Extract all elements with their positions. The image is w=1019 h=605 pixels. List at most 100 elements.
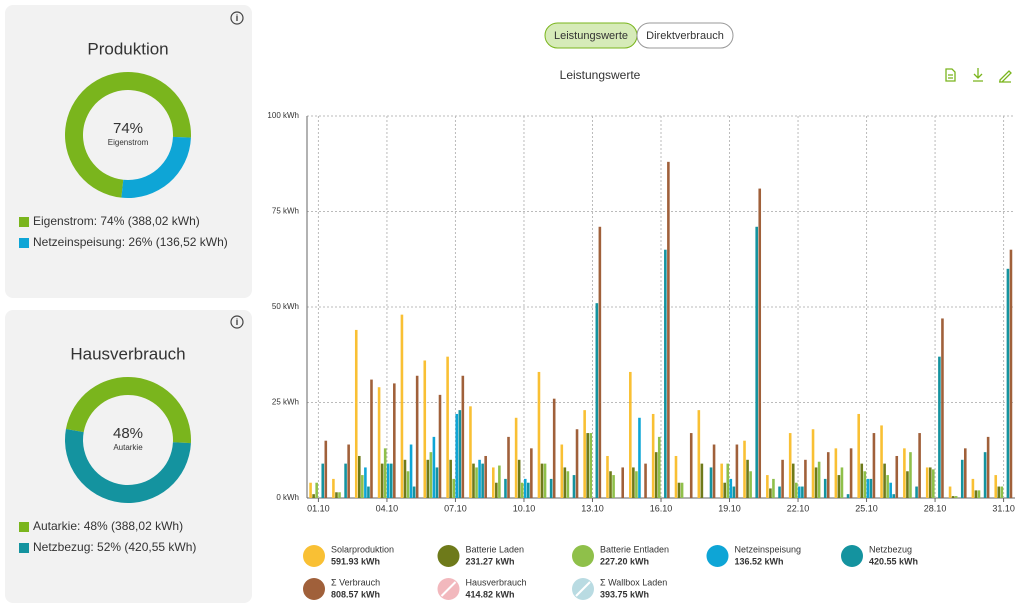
bar bbox=[406, 471, 410, 498]
bar bbox=[504, 478, 507, 498]
bar bbox=[963, 448, 967, 498]
bar bbox=[412, 486, 416, 498]
tab[interactable] bbox=[636, 22, 734, 49]
bar bbox=[857, 413, 861, 498]
tab-label[interactable]: Leistungswerte bbox=[554, 30, 628, 42]
bar bbox=[438, 394, 442, 498]
y-tick-label: 100 kWh bbox=[267, 111, 299, 120]
x-tick-label: 13.10 bbox=[581, 503, 604, 513]
bar bbox=[651, 413, 655, 498]
bar bbox=[644, 463, 647, 498]
tab-label[interactable]: Direktverbrauch bbox=[646, 30, 724, 42]
bar bbox=[986, 436, 990, 498]
bar bbox=[664, 249, 667, 498]
bar bbox=[498, 465, 501, 498]
legend-label: Autarkie: 48% (388,02 kWh) bbox=[33, 519, 183, 533]
info-icon[interactable]: i bbox=[230, 11, 244, 25]
info-icon[interactable]: i bbox=[230, 315, 244, 329]
edit-icon[interactable] bbox=[999, 70, 1012, 83]
legend-strike bbox=[440, 581, 457, 597]
center-sublabel: Eigenstrom bbox=[108, 138, 149, 147]
bar bbox=[423, 360, 427, 498]
bar bbox=[338, 492, 341, 498]
bar bbox=[697, 410, 701, 498]
bar bbox=[1009, 249, 1013, 498]
bar bbox=[720, 463, 723, 498]
bar bbox=[938, 356, 941, 498]
bar bbox=[354, 329, 358, 498]
bar bbox=[595, 303, 599, 498]
bar bbox=[400, 314, 404, 498]
bar bbox=[472, 463, 475, 498]
bar bbox=[863, 471, 867, 498]
bar bbox=[452, 478, 455, 498]
legend-swatch bbox=[572, 545, 594, 567]
bar bbox=[563, 467, 567, 498]
bar bbox=[484, 455, 487, 498]
bar bbox=[766, 475, 769, 498]
legend-item[interactable]: Netzeinspeisung 136.52 kWh bbox=[706, 544, 802, 567]
legend-item[interactable]: Batterie Laden 231.27 kWh bbox=[437, 544, 525, 567]
export-icon[interactable] bbox=[945, 68, 956, 82]
bar bbox=[700, 463, 704, 498]
bar bbox=[723, 482, 727, 498]
bar bbox=[361, 475, 364, 498]
bar bbox=[788, 433, 792, 498]
bar bbox=[583, 410, 586, 498]
legend-item[interactable]: Hausverbrauch 414.82 kWh bbox=[437, 577, 527, 600]
bar bbox=[335, 492, 338, 498]
y-tick-label: 0 kWh bbox=[276, 493, 299, 502]
legend-total: 393.75 kWh bbox=[600, 589, 649, 599]
chart-title: Leistungswerte bbox=[560, 68, 641, 82]
x-tick-label: 28.10 bbox=[924, 503, 947, 513]
center-label: 74% bbox=[113, 120, 143, 137]
bar bbox=[332, 478, 335, 498]
legend-item[interactable]: Netzbezug 420.55 kWh bbox=[841, 544, 918, 567]
bar bbox=[909, 452, 912, 498]
bar bbox=[523, 478, 527, 498]
legend-item[interactable]: Batterie Entladen 227.20 kWh bbox=[572, 544, 669, 567]
bar bbox=[726, 463, 730, 498]
bar bbox=[621, 467, 625, 498]
bar bbox=[358, 455, 361, 498]
bar bbox=[817, 461, 821, 498]
bar bbox=[680, 482, 684, 498]
legend-label: Batterie Laden bbox=[466, 544, 525, 554]
bar bbox=[386, 463, 390, 498]
legend-label: Eigenstrom: 74% (388,02 kWh) bbox=[33, 214, 200, 228]
bar bbox=[367, 486, 370, 498]
x-tick-label: 10.10 bbox=[513, 503, 536, 513]
y-tick-label: 75 kWh bbox=[272, 207, 299, 216]
bar bbox=[755, 226, 758, 498]
bar bbox=[344, 463, 347, 498]
bar bbox=[572, 475, 576, 498]
download-icon[interactable] bbox=[973, 68, 983, 82]
bar bbox=[377, 387, 381, 498]
bar bbox=[575, 429, 579, 498]
donut-segment bbox=[65, 429, 191, 503]
bar bbox=[537, 371, 541, 498]
legend-item[interactable]: Σ Wallbox Laden 393.75 kWh bbox=[572, 577, 667, 600]
bar bbox=[321, 463, 325, 498]
bar bbox=[746, 459, 749, 498]
bar bbox=[886, 475, 889, 498]
bar bbox=[674, 455, 678, 498]
bar bbox=[638, 417, 641, 498]
legend-swatch bbox=[303, 578, 325, 600]
legend-item[interactable]: Solarproduktion 591.93 kWh bbox=[303, 544, 394, 567]
bar bbox=[530, 448, 533, 498]
legend-item[interactable]: Σ Verbrauch 808.57 kWh bbox=[303, 577, 380, 600]
bar bbox=[403, 459, 407, 498]
bar bbox=[560, 444, 564, 498]
bar bbox=[769, 488, 772, 498]
bar bbox=[823, 478, 827, 498]
bar bbox=[380, 463, 384, 498]
bar bbox=[846, 494, 850, 498]
x-tick-label: 01.10 bbox=[307, 503, 330, 513]
bar bbox=[915, 486, 918, 498]
legend-total: 136.52 kWh bbox=[735, 556, 784, 566]
bar bbox=[794, 482, 798, 498]
bar bbox=[866, 478, 870, 498]
bar bbox=[1000, 486, 1004, 498]
